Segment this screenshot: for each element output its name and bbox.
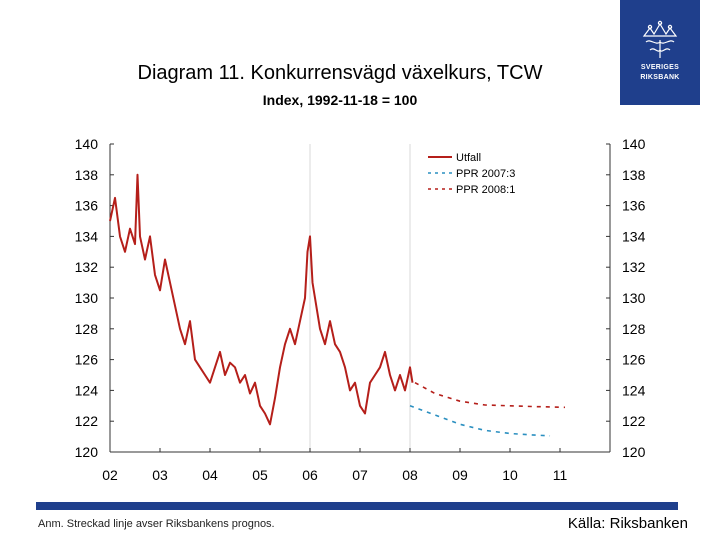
x-tick-label: 05 xyxy=(252,467,268,483)
y-tick-label-right: 122 xyxy=(622,413,646,429)
y-tick-label-right: 126 xyxy=(622,352,646,368)
y-tick-label-right: 130 xyxy=(622,290,646,306)
y-tick-label-left: 132 xyxy=(75,259,99,275)
y-tick-label-left: 140 xyxy=(75,136,99,152)
y-tick-label-left: 124 xyxy=(75,382,99,398)
y-tick-label-right: 134 xyxy=(622,228,646,244)
source-label: Källa: Riksbanken xyxy=(567,515,688,532)
y-tick-label-right: 136 xyxy=(622,198,646,214)
x-tick-label: 11 xyxy=(553,467,568,483)
x-tick-label: 10 xyxy=(502,467,518,483)
y-tick-label-right: 128 xyxy=(622,321,646,337)
y-tick-label-left: 130 xyxy=(75,290,99,306)
x-tick-label: 07 xyxy=(352,467,368,483)
x-tick-label: 06 xyxy=(302,467,318,483)
y-tick-label-left: 126 xyxy=(75,352,99,368)
y-tick-label-right: 120 xyxy=(622,444,646,460)
y-tick-label-left: 128 xyxy=(75,321,99,337)
y-tick-label-left: 120 xyxy=(75,444,99,460)
series-line-3 xyxy=(414,381,566,409)
y-tick-label-right: 140 xyxy=(622,136,646,152)
x-tick-label: 08 xyxy=(402,467,418,483)
crown-emblem-icon xyxy=(642,20,678,58)
y-tick-label-left: 138 xyxy=(75,167,99,183)
footer-divider xyxy=(36,502,678,510)
riksbank-logo: SVERIGES RIKSBANK xyxy=(620,0,700,105)
logo-line1: SVERIGES xyxy=(640,64,680,71)
x-tick-label: 03 xyxy=(152,467,168,483)
y-tick-label-right: 132 xyxy=(622,259,646,275)
logo-line2: RIKSBANK xyxy=(640,74,680,81)
chart-subtitle: Index, 1992-11-18 = 100 xyxy=(262,92,418,108)
legend-label: PPR 2007:3 xyxy=(456,168,515,180)
y-tick-label-right: 138 xyxy=(622,167,646,183)
chart-title: Diagram 11. Konkurrensvägd växelkurs, TC… xyxy=(137,62,543,84)
legend-label: PPR 2008:1 xyxy=(456,184,515,196)
footnote: Anm. Streckad linje avser Riksbankens pr… xyxy=(38,518,275,530)
x-tick-label: 04 xyxy=(202,467,218,483)
legend-label: Utfall xyxy=(456,152,481,164)
y-tick-label-left: 122 xyxy=(75,413,99,429)
line-chart: 120 120 122 122 124 124 126 126 128 128 130 130 132 1… xyxy=(75,136,646,483)
series-line-1 xyxy=(109,173,414,426)
series-line-2 xyxy=(409,405,551,437)
x-tick-label: 02 xyxy=(102,467,118,483)
y-tick-label-left: 136 xyxy=(75,198,99,214)
y-tick-label-left: 134 xyxy=(75,228,99,244)
y-tick-label-right: 124 xyxy=(622,382,646,398)
x-tick-label: 09 xyxy=(452,467,468,483)
